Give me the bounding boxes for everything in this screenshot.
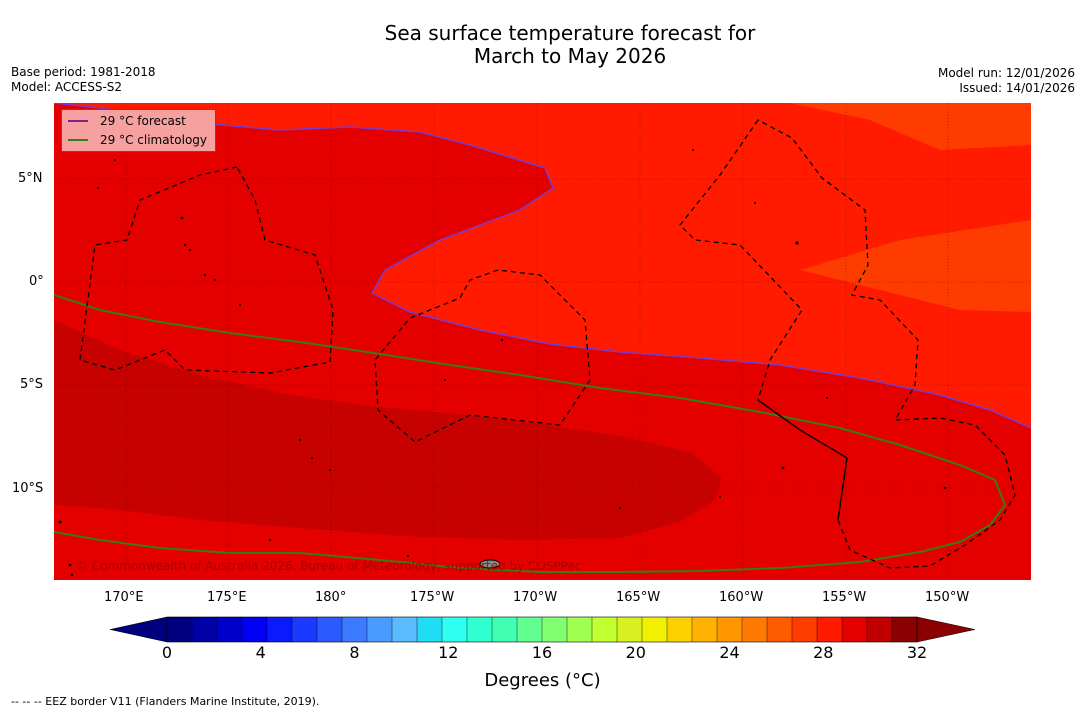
colorbar-bin	[567, 617, 593, 642]
colorbar-bin	[692, 617, 718, 642]
samoa-island	[479, 559, 501, 569]
colorbar-bin	[792, 617, 818, 642]
colorbar-bin	[617, 617, 643, 642]
colorbar-tick-label: 32	[906, 643, 928, 662]
colorbar-bin	[367, 617, 393, 642]
colorbar-tick-label: 4	[255, 643, 266, 662]
lon-label-170e: 170°E	[104, 590, 144, 605]
lon-label-175e: 175°E	[207, 590, 247, 605]
colorbar-bin	[492, 617, 518, 642]
chart-title-line2: March to May 2026	[473, 44, 667, 68]
legend-swatch-climatology	[68, 139, 88, 141]
colorbar-bin	[292, 617, 318, 642]
colorbar-bin	[592, 617, 618, 642]
colorbar-tick-label: 12	[438, 643, 459, 662]
eez-solid-border	[757, 399, 848, 521]
lon-label-160w: 160°W	[719, 590, 764, 605]
colorbar-bin	[517, 617, 543, 642]
copyright-text: © Commonwealth of Australia 2026, Bureau…	[76, 559, 582, 573]
colorbar-title: Degrees (°C)	[484, 670, 601, 691]
legend-label-forecast: 29 °C forecast	[100, 114, 186, 128]
lon-label-175w: 175°W	[410, 590, 455, 605]
climatology-29-contour	[54, 294, 1007, 573]
colorbar-tick-label: 8	[349, 643, 360, 662]
colorbar-bin	[667, 617, 693, 642]
legend: 29 °C forecast 29 °C climatology	[61, 109, 216, 152]
colorbar-bin	[717, 617, 743, 642]
colorbar-bin	[767, 617, 793, 642]
colorbar-tick-label: 0	[161, 643, 173, 662]
colorbar-tick-label: 16	[531, 643, 553, 662]
legend-label-climatology: 29 °C climatology	[100, 133, 208, 147]
base-period: Base period: 1981-2018	[11, 65, 156, 79]
islands	[58, 149, 947, 577]
colorbar-bin	[392, 617, 418, 642]
lat-label-10s: 10°S	[12, 481, 44, 496]
sst-zone-27b	[800, 220, 1031, 312]
colorbar-tick-label: 24	[719, 643, 740, 662]
colorbar-bin	[167, 617, 193, 642]
issued-date: Issued: 14/01/2026	[959, 81, 1075, 95]
lon-label-165w: 165°W	[616, 590, 661, 605]
chart-title-line1: Sea surface temperature forecast for	[384, 21, 756, 45]
eez-tokelau-area	[374, 269, 591, 443]
colorbar-bin	[742, 617, 768, 642]
eez-borders	[79, 119, 1016, 569]
eez-tuvalu-area	[79, 166, 334, 374]
legend-swatch-forecast	[68, 120, 88, 122]
colorbar-bin	[542, 617, 568, 642]
lat-label-5s: 5°S	[20, 377, 44, 392]
lon-label-155w: 155°W	[822, 590, 867, 605]
forecast-29-contour	[54, 103, 1031, 429]
model-name: Model: ACCESS-S2	[11, 80, 123, 94]
legend-item-forecast: 29 °C forecast	[68, 113, 186, 129]
colorbar-bin	[642, 617, 668, 642]
map-area	[54, 103, 1031, 580]
colorbar-tick-label: 28	[813, 643, 834, 662]
colorbar-bin	[417, 617, 443, 642]
model-run: Model run: 12/01/2026	[937, 66, 1075, 80]
meta-left: Base period: 1981-2018 Model: ACCESS-S2	[11, 65, 156, 95]
colorbar-max-arrow	[916, 616, 976, 643]
colorbar-bin	[842, 617, 868, 642]
eez-cook-polynesia-area	[679, 119, 1016, 569]
colorbar-bin	[267, 617, 293, 642]
lon-label-180: 180°	[315, 590, 347, 605]
colorbar-bin	[317, 617, 343, 642]
lon-label-150w: 150°W	[925, 590, 970, 605]
legend-item-climatology: 29 °C climatology	[68, 132, 207, 148]
colorbar-bin	[342, 617, 368, 642]
eez-footnote: -- -- -- EEZ border V11 (Flanders Marine…	[11, 695, 320, 708]
colorbar-bin	[817, 617, 843, 642]
colorbar-frame	[166, 616, 918, 643]
colorbar-bin	[242, 617, 268, 642]
lon-label-170w: 170°W	[513, 590, 558, 605]
colorbar-bin	[867, 617, 893, 642]
colorbar-tick-label: 20	[625, 643, 646, 662]
map-gridlines	[54, 103, 1031, 580]
colorbar-min-arrow	[109, 616, 168, 643]
lat-label-5n: 5°N	[18, 171, 43, 186]
meta-right: Model run: 12/01/2026 Issued: 14/01/2026	[938, 66, 1075, 96]
colorbar-bin	[892, 617, 918, 642]
colorbar-bin	[192, 617, 218, 642]
colorbar-bin	[467, 617, 493, 642]
sst-zone-27a	[790, 103, 1031, 150]
colorbar-bin	[217, 617, 243, 642]
colorbar	[109, 616, 976, 643]
sst-zone-30	[54, 320, 722, 540]
colorbar-bin	[442, 617, 468, 642]
lat-label-0: 0°	[29, 274, 44, 289]
